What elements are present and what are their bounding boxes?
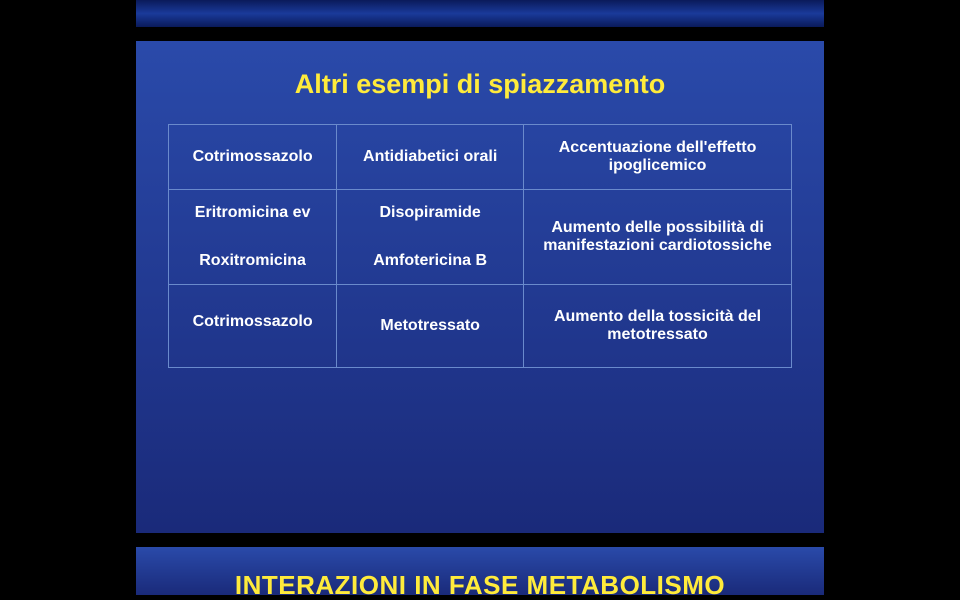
interactions-table: Cotrimossazolo Antidiabetici orali Accen… [168, 124, 792, 368]
table-row: Cotrimossazolo Metotressato Aumento dell… [169, 285, 792, 368]
drug-label: Amfotericina B [347, 252, 513, 270]
slide-container: Altri esempi di spiazzamento Cotrimossaz… [136, 0, 824, 600]
next-slide-title: INTERAZIONI IN FASE METABOLISMO [235, 570, 725, 595]
drug-label: Eritromicina ev [179, 204, 326, 222]
cell-drug1: Cotrimossazolo [169, 125, 337, 190]
table-row: Eritromicina ev Roxitromicina Disopirami… [169, 190, 792, 285]
drug-label: Roxitromicina [179, 252, 326, 270]
main-slide: Altri esempi di spiazzamento Cotrimossaz… [136, 41, 824, 533]
cell-effect: Aumento delle possibilità di manifestazi… [524, 190, 792, 285]
cell-drug1: Cotrimossazolo [169, 285, 337, 368]
cell-drug2: Metotressato [337, 285, 524, 368]
next-slide-preview: INTERAZIONI IN FASE METABOLISMO [136, 547, 824, 595]
cell-effect: Aumento della tossicità del metotressato [524, 285, 792, 368]
slide-title: Altri esempi di spiazzamento [168, 69, 792, 100]
top-bar [136, 0, 824, 27]
table-row: Cotrimossazolo Antidiabetici orali Accen… [169, 125, 792, 190]
cell-drug2: Antidiabetici orali [337, 125, 524, 190]
cell-drug2: Disopiramide Amfotericina B [337, 190, 524, 285]
cell-effect: Accentuazione dell'effetto ipoglicemico [524, 125, 792, 190]
drug-label: Disopiramide [347, 204, 513, 222]
cell-drug1: Eritromicina ev Roxitromicina [169, 190, 337, 285]
